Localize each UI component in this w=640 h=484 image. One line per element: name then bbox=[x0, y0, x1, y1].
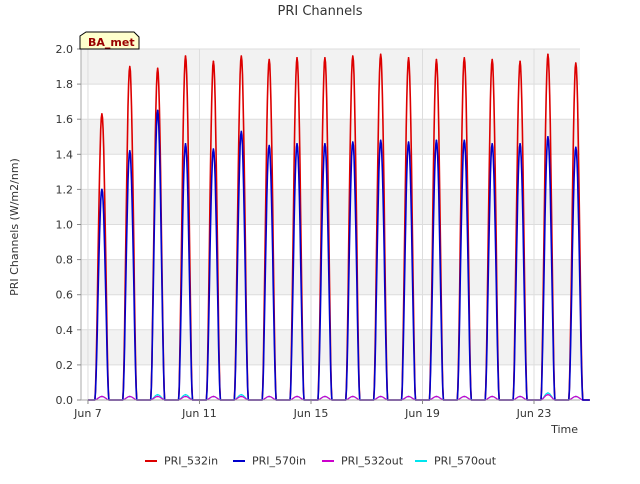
plot-band bbox=[81, 49, 580, 85]
peak-point-PRI_532out bbox=[352, 395, 354, 398]
peak-point-PRI_570in bbox=[296, 142, 298, 145]
y-tick-label: 0.6 bbox=[56, 289, 74, 302]
peak-point-PRI_532in bbox=[240, 55, 243, 57]
plot-band bbox=[81, 259, 580, 295]
peak-point-PRI_532in bbox=[101, 113, 103, 115]
peak-point-PRI_532out bbox=[296, 395, 298, 398]
peak-point-PRI_570in bbox=[156, 109, 159, 112]
peak-point-PRI_532out bbox=[324, 395, 326, 398]
peak-point-PRI_570in bbox=[128, 149, 131, 152]
legend-label: PRI_570out bbox=[434, 455, 497, 468]
peak-point-PRI_570in bbox=[379, 139, 382, 142]
peak-point-PRI_532out bbox=[547, 393, 549, 396]
peak-point-PRI_570in bbox=[212, 148, 215, 150]
peak-point-PRI_532out bbox=[575, 395, 577, 398]
peak-point-PRI_570in bbox=[324, 142, 326, 145]
peak-point-PRI_532in bbox=[268, 58, 270, 61]
peak-point-PRI_532in bbox=[491, 58, 493, 61]
peak-point-PRI_570in bbox=[519, 142, 521, 145]
chart-title: PRI Channels bbox=[278, 4, 363, 19]
peak-point-PRI_570out bbox=[156, 393, 159, 396]
peak-point-PRI_532out bbox=[184, 395, 187, 398]
peak-point-PRI_532in bbox=[324, 56, 326, 59]
y-tick-label: 1.2 bbox=[56, 183, 74, 196]
peak-point-PRI_532in bbox=[519, 60, 521, 63]
peak-point-PRI_532in bbox=[407, 56, 410, 59]
peak-point-PRI_532in bbox=[352, 55, 354, 57]
peak-point-PRI_532in bbox=[156, 67, 159, 70]
y-tick-label: 0.0 bbox=[56, 394, 74, 407]
y-tick-label: 1.8 bbox=[56, 78, 74, 91]
peak-point-PRI_570in bbox=[407, 141, 410, 143]
peak-point-PRI_532in bbox=[212, 60, 215, 63]
peak-point-PRI_532out bbox=[240, 395, 243, 398]
peak-point-PRI_532out bbox=[519, 395, 521, 398]
legend: PRI_532in PRI_570in PRI_532out PRI_570out bbox=[145, 455, 497, 468]
peak-point-PRI_532out bbox=[435, 395, 438, 398]
legend-item: PRI_532in bbox=[145, 455, 218, 468]
x-tick-label: Jun 19 bbox=[404, 407, 440, 420]
y-tick-label: 0.4 bbox=[56, 324, 74, 337]
peak-point-PRI_532in bbox=[184, 55, 187, 57]
peak-point-PRI_532in bbox=[575, 62, 577, 64]
y-tick-label: 2.0 bbox=[56, 43, 74, 56]
peak-point-PRI_532out bbox=[268, 395, 270, 398]
legend-item: PRI_570in bbox=[233, 455, 306, 468]
y-axis-label: PRI Channels (W/m2/nm) bbox=[8, 158, 21, 296]
x-tick-label: Jun 23 bbox=[516, 407, 552, 420]
peak-point-PRI_532in bbox=[296, 56, 298, 59]
peak-point-PRI_570out bbox=[547, 392, 549, 394]
legend-item: PRI_570out bbox=[415, 455, 497, 468]
legend-item: PRI_532out bbox=[322, 455, 404, 468]
peak-point-PRI_532in bbox=[435, 58, 438, 61]
plot-band bbox=[81, 189, 580, 225]
peak-point-PRI_570in bbox=[547, 135, 549, 138]
peak-point-PRI_532out bbox=[101, 395, 103, 398]
peak-point-PRI_570in bbox=[240, 130, 243, 133]
y-tick-label: 0.2 bbox=[56, 359, 74, 372]
tick-labels: 0.0 0.2 0.4 0.6 0.8 1.0 1.2 1.4 1.6 1.8 2.0 Jun 7 Ju… bbox=[56, 43, 552, 420]
peak-point-PRI_570out bbox=[184, 393, 187, 396]
x-tick-label: Jun 11 bbox=[181, 407, 217, 420]
peak-point-PRI_570in bbox=[575, 146, 577, 149]
peak-point-PRI_570in bbox=[184, 142, 187, 145]
peak-point-PRI_570in bbox=[463, 139, 466, 142]
peak-point-PRI_532out bbox=[407, 395, 410, 398]
legend-label: PRI_570in bbox=[252, 455, 306, 468]
peak-point-PRI_570out bbox=[240, 393, 243, 396]
legend-label: PRI_532out bbox=[341, 455, 404, 468]
peak-point-PRI_532in bbox=[379, 53, 382, 56]
peak-point-PRI_532out bbox=[463, 395, 466, 398]
x-tick-label: Jun 15 bbox=[293, 407, 329, 420]
peak-point-PRI_570in bbox=[435, 139, 438, 142]
y-tick-label: 1.4 bbox=[56, 148, 74, 161]
y-tick-label: 1.6 bbox=[56, 113, 74, 126]
legend-label: PRI_532in bbox=[164, 455, 218, 468]
peak-point-PRI_532out bbox=[212, 395, 215, 398]
peak-point-PRI_532out bbox=[379, 395, 382, 398]
y-tick-label: 1.0 bbox=[56, 219, 74, 232]
peak-point-PRI_570in bbox=[268, 144, 270, 147]
peak-point-PRI_532out bbox=[491, 395, 493, 398]
site-label-bg bbox=[79, 31, 140, 50]
site-label: BA_met bbox=[88, 36, 135, 49]
peak-point-PRI_532out bbox=[128, 395, 131, 398]
x-tick-label: Jun 7 bbox=[73, 407, 102, 420]
peak-point-PRI_570in bbox=[352, 141, 354, 143]
x-axis-label: Time bbox=[550, 423, 578, 436]
peak-point-PRI_532in bbox=[463, 56, 466, 59]
peak-point-PRI_570in bbox=[491, 142, 493, 145]
peak-point-PRI_532in bbox=[128, 65, 131, 68]
site-label-box: BA_met bbox=[79, 31, 140, 50]
plot-band bbox=[81, 119, 580, 155]
peak-point-PRI_532in bbox=[547, 53, 549, 56]
y-tick-label: 0.8 bbox=[56, 254, 74, 267]
peak-point-PRI_570in bbox=[101, 188, 103, 191]
peak-point-PRI_532out bbox=[156, 395, 159, 398]
